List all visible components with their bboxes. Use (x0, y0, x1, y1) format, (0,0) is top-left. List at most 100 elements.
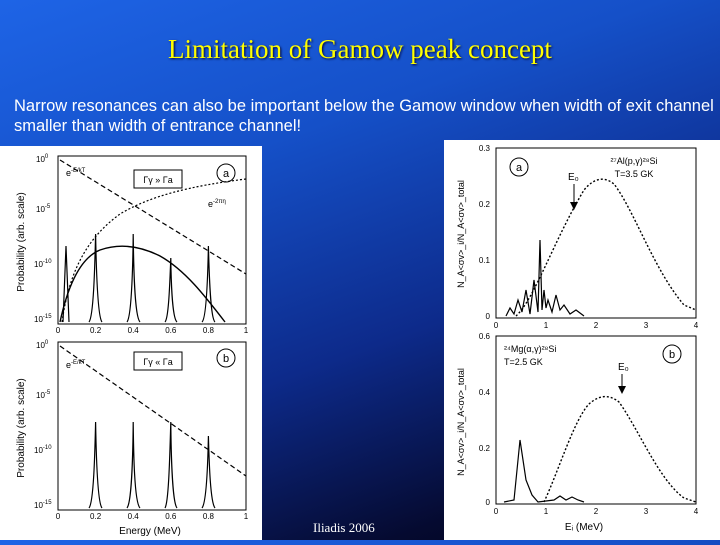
panel-a-ytick-3: 10-15 (34, 314, 52, 324)
left-figure: 100 10-5 10-10 10-15 100 10-5 10-10 10-1… (0, 146, 262, 540)
rpanel-a-temperature: T=3.5 GK (615, 169, 654, 179)
rpanel-b-xtick-2: 2 (594, 507, 599, 516)
panel-b-resonance-4 (201, 435, 216, 509)
panel-b-xticks: 0 0.2 0.4 0.6 0.8 1 (56, 512, 249, 521)
panel-a-annotation-boltzmann: e-E/kT (66, 168, 86, 178)
rpanel-a-e0-arrowhead (570, 202, 578, 210)
panel-b-legend: Γγ « Γa (143, 357, 172, 367)
rpanel-b-label: b (669, 349, 675, 361)
panel-a-xtick-0: 0 (56, 326, 61, 335)
rpanel-a-label: a (516, 162, 523, 174)
panel-a-resonance-2 (88, 233, 103, 323)
panel-b-ytick-2: 10-10 (34, 445, 52, 455)
panel-b-ytick-3: 10-15 (34, 500, 52, 510)
panel-a-resonance-1 (62, 245, 70, 323)
rpanel-a-ytick-2: 0.2 (479, 200, 491, 209)
rpanel-b-xtick-3: 3 (644, 507, 649, 516)
panel-a-xtick-5: 1 (244, 326, 249, 335)
rpanel-b-gamow-curve (543, 395, 697, 503)
panel-b-resonance-2 (126, 421, 141, 509)
panel-a-legend: Γγ » Γa (143, 175, 172, 185)
rpanel-b-frame (495, 335, 697, 505)
rpanel-a-xtick-0: 0 (494, 321, 499, 330)
panel-b-xtick-0: 0 (56, 512, 61, 521)
panel-a-xtick-3: 0.6 (165, 326, 177, 335)
rpanel-a-xtick-1: 1 (544, 321, 549, 330)
right-figure: 0.3 0.2 0.1 0 0 1 2 3 4 0.6 0.4 0.2 0 0 … (444, 140, 720, 540)
panel-b-label-circle (216, 348, 236, 368)
rpanel-b-xtick-1: 1 (544, 507, 549, 516)
rpanel-b-xtick-0: 0 (494, 507, 499, 516)
panel-b-xtick-4: 0.8 (203, 512, 215, 521)
slide-title: Limitation of Gamow peak concept (168, 34, 552, 64)
left-figure-svg: 100 10-5 10-10 10-15 100 10-5 10-10 10-1… (16, 154, 249, 537)
rpanel-b-ytick-2: 0.4 (479, 388, 491, 397)
rpanel-a-e0-label: E₀ (568, 172, 579, 183)
right-figure-svg: 0.3 0.2 0.1 0 0 1 2 3 4 0.6 0.4 0.2 0 0 … (456, 144, 699, 533)
slide-subtitle: Narrow resonances can also be important … (14, 97, 714, 135)
rpanel-b-yticks: 0.6 0.4 0.2 0 (479, 332, 491, 507)
rpanel-a-yticks: 0.3 0.2 0.1 0 (479, 144, 491, 321)
rpanel-b-ytick-0: 0 (486, 498, 491, 507)
rpanel-a-label-circle (509, 157, 529, 177)
panel-a-boltzmann-curve (59, 159, 247, 275)
rpanel-a-ylabel: N_A<σv>_i/N_A<σv>_total (456, 180, 466, 288)
panel-b-resonance-3 (164, 421, 178, 509)
panel-a-legend-box (133, 169, 183, 189)
rpanel-a-resonance-spikes (505, 239, 585, 317)
panel-b-ytick-0: 100 (36, 340, 49, 350)
panel-a-ytick-2: 10-10 (34, 259, 52, 269)
panel-a-resonance-3 (126, 233, 141, 323)
panel-b-annotation-boltzmann: e-E/kT (66, 360, 86, 370)
rpanel-b-reaction: ²⁴Mg(α,γ)²⁸Si (504, 344, 556, 354)
rpanel-b-label-circle (662, 344, 682, 364)
panel-a-ylabel: Probability (arb. scale) (16, 192, 27, 291)
panel-a-xtick-1: 0.2 (90, 326, 102, 335)
rpanel-b-xlabel: Eᵢ (MeV) (565, 522, 603, 533)
panel-a-xticks: 0 0.2 0.4 0.6 0.8 1 (56, 326, 249, 335)
panel-a-ytick-0: 100 (36, 154, 49, 164)
panel-a-xtick-4: 0.8 (203, 326, 215, 335)
rpanel-a-xticks: 0 1 2 3 4 (494, 321, 699, 330)
rpanel-a-xtick-3: 3 (644, 321, 649, 330)
rpanel-a-ytick-3: 0.3 (479, 144, 491, 153)
panel-b-xtick-5: 1 (244, 512, 249, 521)
rpanel-b-e0-arrowhead (618, 386, 626, 394)
panel-a-tunneling-curve (61, 178, 247, 323)
rpanel-b-resonance-spikes (503, 439, 585, 503)
panel-b-boltzmann-curve (59, 345, 247, 477)
rpanel-a-ytick-1: 0.1 (479, 256, 491, 265)
rpanel-b-xticks: 0 1 2 3 4 (494, 507, 699, 516)
panel-a-label-circle (216, 163, 236, 183)
rpanel-b-ytick-3: 0.6 (479, 332, 491, 341)
panel-b-xlabel: Energy (MeV) (119, 526, 181, 537)
panel-a-label: a (223, 168, 230, 180)
panel-b-frame (57, 341, 247, 511)
panel-b-label: b (223, 353, 229, 365)
rpanel-a-ytick-0: 0 (486, 312, 491, 321)
panel-a-resonance-5 (201, 245, 216, 323)
panel-a-ytick-1: 10-5 (36, 204, 51, 214)
panel-a-resonance-4 (164, 257, 178, 323)
panel-b-ytick-1: 10-5 (36, 390, 51, 400)
rpanel-a-xtick-4: 4 (694, 321, 699, 330)
rpanel-b-temperature: T=2.5 GK (504, 357, 543, 367)
panel-b-ylabel: Probability (arb. scale) (16, 378, 27, 477)
panel-b-xtick-2: 0.4 (128, 512, 140, 521)
rpanel-a-xtick-2: 2 (594, 321, 599, 330)
panel-b-legend-box (133, 351, 183, 371)
panel-b-resonance-1 (88, 421, 103, 509)
rpanel-b-xtick-4: 4 (694, 507, 699, 516)
panel-a-gamow-curve (59, 245, 226, 323)
panel-a-xtick-2: 0.4 (128, 326, 140, 335)
credit-text: Iliadis 2006 (313, 520, 375, 535)
panel-a-frame (57, 155, 247, 325)
rpanel-b-ylabel: N_A<σv>_i/N_A<σv>_total (456, 368, 466, 476)
rpanel-a-frame (495, 147, 697, 319)
rpanel-b-ytick-1: 0.2 (479, 444, 491, 453)
panel-b-xtick-3: 0.6 (165, 512, 177, 521)
rpanel-a-reaction: ²⁷Al(p,γ)²⁸Si (610, 156, 657, 166)
rpanel-b-e0-label: E₀ (618, 362, 629, 373)
panel-b-xtick-1: 0.2 (90, 512, 102, 521)
panel-a-annotation-tunneling: e-2πη (208, 199, 226, 209)
